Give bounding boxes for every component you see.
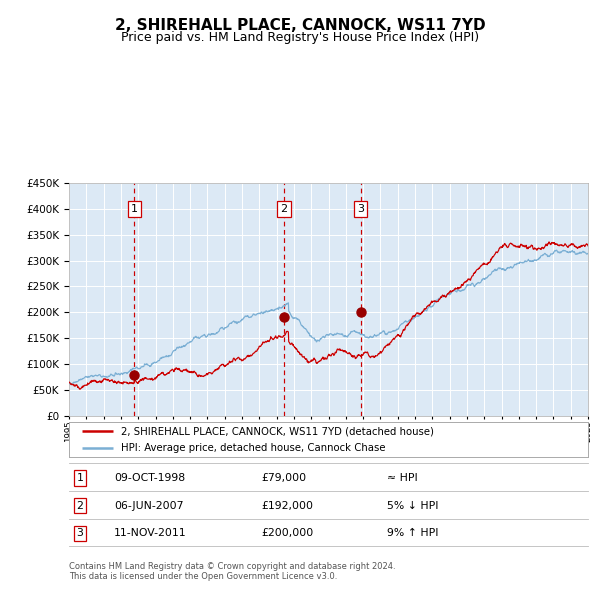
Text: HPI: Average price, detached house, Cannock Chase: HPI: Average price, detached house, Cann… xyxy=(121,442,385,453)
Text: 11-NOV-2011: 11-NOV-2011 xyxy=(114,529,187,538)
Text: £200,000: £200,000 xyxy=(261,529,313,538)
Text: 1: 1 xyxy=(131,204,138,214)
Text: 2, SHIREHALL PLACE, CANNOCK, WS11 7YD: 2, SHIREHALL PLACE, CANNOCK, WS11 7YD xyxy=(115,18,485,32)
Text: 2, SHIREHALL PLACE, CANNOCK, WS11 7YD (detached house): 2, SHIREHALL PLACE, CANNOCK, WS11 7YD (d… xyxy=(121,427,434,437)
Text: Price paid vs. HM Land Registry's House Price Index (HPI): Price paid vs. HM Land Registry's House … xyxy=(121,31,479,44)
Text: 09-OCT-1998: 09-OCT-1998 xyxy=(114,473,185,483)
Text: 5% ↓ HPI: 5% ↓ HPI xyxy=(387,501,439,510)
Text: £79,000: £79,000 xyxy=(261,473,306,483)
Text: 3: 3 xyxy=(76,529,83,538)
Text: 1: 1 xyxy=(76,473,83,483)
Text: 9% ↑ HPI: 9% ↑ HPI xyxy=(387,529,439,538)
Text: 3: 3 xyxy=(357,204,364,214)
Text: This data is licensed under the Open Government Licence v3.0.: This data is licensed under the Open Gov… xyxy=(69,572,337,581)
Text: 06-JUN-2007: 06-JUN-2007 xyxy=(114,501,184,510)
Text: 2: 2 xyxy=(76,501,83,510)
Text: £192,000: £192,000 xyxy=(261,501,313,510)
Text: 2: 2 xyxy=(280,204,287,214)
Text: Contains HM Land Registry data © Crown copyright and database right 2024.: Contains HM Land Registry data © Crown c… xyxy=(69,562,395,571)
Text: ≈ HPI: ≈ HPI xyxy=(387,473,418,483)
